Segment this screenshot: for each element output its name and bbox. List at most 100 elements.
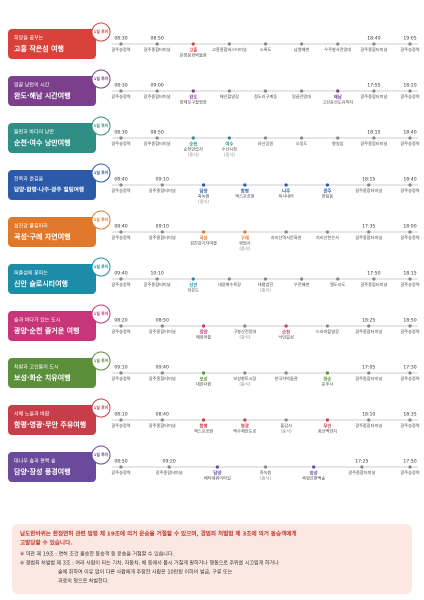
stop-dot (155, 136, 159, 140)
stop-name: 광주종합터미널 (144, 93, 171, 100)
stop-name: 남열해변 (294, 46, 310, 53)
route-title: 신안 슬로시티여행 (14, 279, 68, 288)
stop-place: 순천 (282, 329, 290, 336)
stop-name: 광주종합터미널 (149, 187, 176, 194)
stop-note: (중식) (260, 475, 271, 482)
stop-time: 18:15 (403, 271, 416, 277)
stop-dot (215, 465, 219, 469)
stop-place: 무안 (323, 423, 331, 430)
stop-dot (201, 418, 206, 422)
route-subtitle: 한옥과 흙길을 (14, 176, 44, 183)
stop-name: 광주송정역 (400, 281, 419, 288)
stop-name: 광주송정역 (400, 422, 419, 429)
stop-place: 순천 (189, 141, 197, 148)
stop-time: 18:40 (403, 130, 416, 136)
stop-dot (408, 230, 412, 234)
route-badge (91, 398, 111, 418)
stop-name: 섬진강기차마을 (190, 240, 217, 247)
stop-place: 함평 (241, 188, 249, 195)
stop-note: (중식) (260, 287, 271, 294)
route-badge-text: 1일 투어 (94, 405, 109, 410)
stop-dot (201, 371, 206, 375)
stop-dot (284, 418, 288, 422)
stop-dot (325, 418, 330, 422)
stop-dot (360, 465, 364, 469)
route-badge (91, 445, 111, 465)
stop-dot (408, 324, 412, 328)
route-label-box (8, 358, 96, 388)
stop-dot (227, 42, 231, 46)
stop-time: 17:50 (367, 271, 380, 277)
stop-place: 보성 (200, 376, 208, 383)
stop-dot (284, 371, 288, 375)
stop-dot (243, 418, 247, 422)
stop-dot (191, 136, 195, 140)
stop-dot (119, 42, 123, 46)
stop-name: 광주송정역 (400, 375, 419, 382)
stop-place: 곡성 (200, 235, 208, 242)
stop-name: 양림동 (322, 193, 334, 199)
stop-time: 18:10 (362, 412, 375, 418)
stop-dot (300, 42, 304, 46)
stop-place: 해남 (334, 94, 342, 101)
stop-time: 08:50 (151, 36, 164, 42)
stop-dot (372, 42, 376, 46)
stop-name: 광주송정역 (111, 93, 130, 100)
stop-name: 메타세쿼이아길 (204, 475, 231, 482)
stop-place: 광주 (323, 188, 331, 195)
stop-place: 나주 (282, 188, 290, 195)
route-badge (91, 22, 111, 42)
stop-dot (160, 418, 164, 422)
stop-dot (155, 89, 159, 93)
stop-dot (119, 277, 123, 281)
route-title: 완도·해남 시간여행 (14, 91, 71, 100)
stop-dot (300, 89, 304, 93)
stop-time: 18:20 (403, 83, 416, 89)
stop-note: (중식) (239, 245, 250, 252)
stop-name: 광주종합터미널 (144, 46, 171, 53)
stop-name: 지리산천은사 (316, 234, 339, 241)
route-badge-text: 1일 투어 (94, 311, 109, 316)
stop-name: 광주종합터미널 (360, 93, 387, 100)
stop-place: 담양 (200, 188, 208, 195)
stop-time: 17:05 (362, 365, 375, 371)
stop-dot (408, 465, 412, 469)
stop-time: 17:25 (355, 459, 368, 465)
stop-name: 화엄사 (239, 240, 251, 247)
stop-time: 08:20 (114, 318, 127, 324)
stop-time: 18:40 (403, 177, 416, 183)
stop-dot (227, 89, 231, 93)
stop-name: 분청문화박물관 (180, 52, 207, 59)
route-badge-text: 1일 투어 (94, 76, 109, 81)
stop-dot (367, 324, 371, 328)
stop-name: 구봉산전망대 (233, 328, 256, 335)
route-badge (91, 351, 111, 371)
stop-time: 17:35 (362, 224, 375, 230)
route-label-box (8, 405, 96, 435)
stop-note: (중식) (281, 428, 292, 435)
stop-name: 소록도 (260, 47, 272, 53)
stop-name: 보성향토시장 (233, 375, 256, 381)
stop-time: 08:50 (151, 130, 164, 136)
stop-dot (160, 324, 164, 328)
stop-name: 죽녹원 (260, 469, 272, 476)
stop-name: 자산공원 (258, 140, 274, 147)
stop-dot (160, 230, 164, 234)
stop-name: 순천만습지 (184, 146, 203, 153)
route-badge (91, 304, 111, 324)
stop-name: 광주송정역 (400, 234, 419, 241)
stop-name: 광주송정역 (111, 234, 130, 241)
stop-dot (201, 230, 206, 234)
notice-line: 과료의 형으로 처벌한다. (58, 578, 109, 585)
stop-time: 08:40 (114, 177, 127, 183)
stop-time: 08:50 (156, 318, 169, 324)
stop-dot (201, 324, 206, 328)
route-label-box (8, 76, 96, 106)
stop-time: 18:15 (362, 177, 375, 183)
stop-name: 해신촬영장 (220, 93, 239, 100)
stop-name: 광주종합터미널 (360, 46, 387, 53)
stop-name: 광주송정역 (111, 469, 130, 476)
stop-name: 대한다원 (196, 381, 212, 388)
stop-name: 불갑사 (280, 422, 292, 429)
stop-name: 광주종합터미널 (149, 234, 176, 241)
